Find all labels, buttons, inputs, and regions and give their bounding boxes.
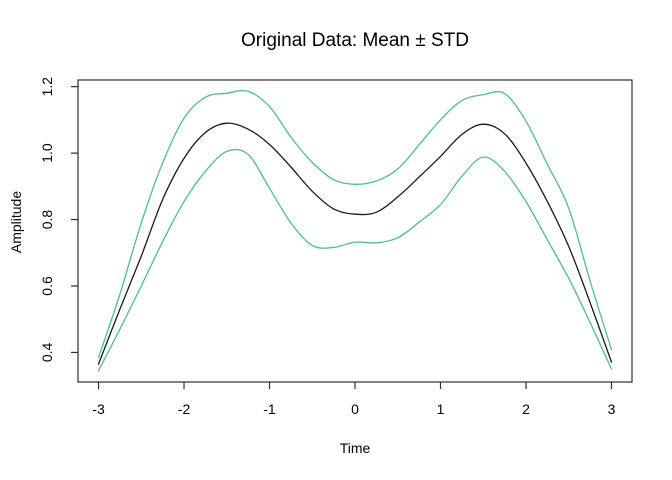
y-tick-label: 1.2 [39,77,55,97]
series-line-mean_minus_std [97,148,613,372]
series-line-mean [97,122,613,365]
x-tick-label: 0 [351,401,359,417]
y-tick-label: 1.0 [39,143,55,163]
x-tick-label: -1 [263,401,276,417]
y-tick-label: 0.4 [39,342,55,362]
x-tick-label: -2 [178,401,191,417]
x-tick-label: 3 [608,401,616,417]
plot-box [77,79,633,383]
chart-title: Original Data: Mean ± STD [241,30,469,51]
x-tick-label: 1 [437,401,445,417]
y-tick-label: 0.6 [39,276,55,296]
series-line-mean_plus_std [97,89,613,359]
y-tick-label: 0.8 [39,210,55,230]
x-tick-label: 2 [522,401,530,417]
x-tick-label: -3 [92,401,105,417]
x-axis-title: Time [339,440,371,456]
